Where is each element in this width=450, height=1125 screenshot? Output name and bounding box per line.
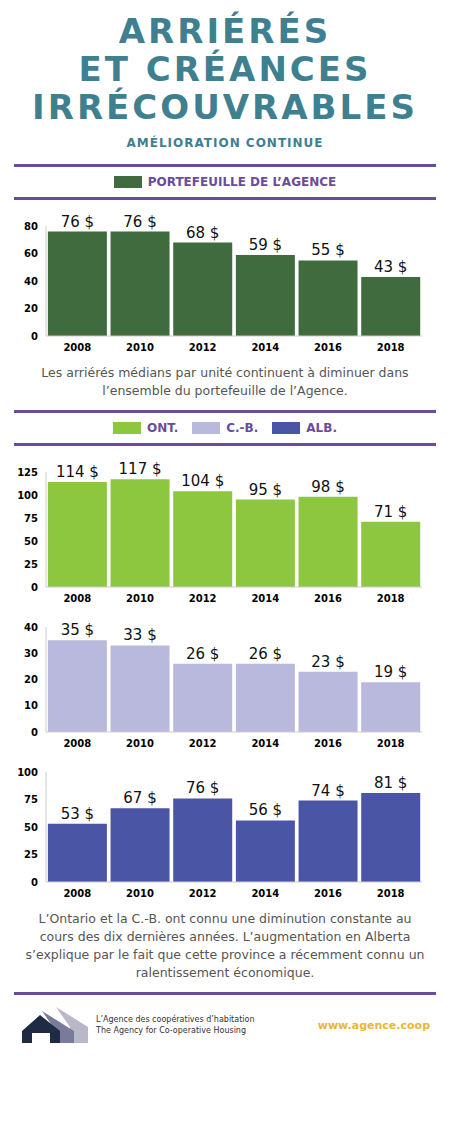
svg-text:2014: 2014 <box>251 342 279 353</box>
svg-text:20: 20 <box>24 303 38 314</box>
svg-text:0: 0 <box>31 582 38 593</box>
svg-text:50: 50 <box>24 536 38 547</box>
svg-text:76 $: 76 $ <box>61 213 94 231</box>
svg-text:43 $: 43 $ <box>374 258 407 276</box>
svg-text:68 $: 68 $ <box>186 224 219 242</box>
svg-text:56 $: 56 $ <box>249 801 282 819</box>
svg-text:55 $: 55 $ <box>311 241 344 259</box>
svg-text:50: 50 <box>24 822 38 833</box>
svg-text:2018: 2018 <box>377 593 405 604</box>
svg-text:30: 30 <box>24 648 38 659</box>
svg-text:2012: 2012 <box>189 738 217 749</box>
svg-text:114 $: 114 $ <box>56 463 99 481</box>
html-text:IRRÉCOUVRABLES: IRRÉCOUVRABLES <box>32 87 418 127</box>
svg-text:35 $: 35 $ <box>61 621 94 639</box>
svg-text:2016: 2016 <box>314 342 342 353</box>
svg-text:53 $: 53 $ <box>61 805 94 823</box>
svg-text:125: 125 <box>17 467 38 478</box>
svg-text:59 $: 59 $ <box>249 236 282 254</box>
html-text:PORTEFEUILLE DE L’AGENCE: PORTEFEUILLE DE L’AGENCE <box>147 175 337 189</box>
svg-text:19 $: 19 $ <box>374 663 407 681</box>
svg-text:0: 0 <box>31 727 38 738</box>
svg-text:2012: 2012 <box>189 593 217 604</box>
svg-text:75: 75 <box>24 794 38 805</box>
svg-text:2018: 2018 <box>377 342 405 353</box>
svg-text:100: 100 <box>17 767 38 778</box>
svg-text:2008: 2008 <box>63 342 91 353</box>
svg-text:67 $: 67 $ <box>123 789 156 807</box>
svg-text:74 $: 74 $ <box>311 782 344 800</box>
svg-text:10: 10 <box>24 700 38 711</box>
svg-text:2010: 2010 <box>126 342 154 353</box>
html-text:Les arriérés médians par unité: Les arriérés médians par unité continuen… <box>41 365 409 398</box>
svg-text:100: 100 <box>17 490 38 501</box>
svg-text:75: 75 <box>24 513 38 524</box>
svg-text:2014: 2014 <box>251 593 279 604</box>
html-text:www.agence.coop: www.agence.coop <box>317 1018 430 1032</box>
svg-text:40: 40 <box>24 622 38 633</box>
svg-text:2010: 2010 <box>126 738 154 749</box>
svg-text:2010: 2010 <box>126 593 154 604</box>
svg-text:104 $: 104 $ <box>181 472 224 490</box>
svg-text:76 $: 76 $ <box>123 213 156 231</box>
svg-text:2016: 2016 <box>314 593 342 604</box>
svg-text:2016: 2016 <box>314 888 342 899</box>
svg-text:76 $: 76 $ <box>186 779 219 797</box>
svg-text:2010: 2010 <box>126 888 154 899</box>
svg-text:2014: 2014 <box>251 888 279 899</box>
svg-text:33 $: 33 $ <box>123 626 156 644</box>
svg-text:20: 20 <box>24 674 38 685</box>
svg-text:25: 25 <box>24 559 38 570</box>
html-text:ALB.: ALB. <box>306 421 337 435</box>
svg-text:2014: 2014 <box>251 738 279 749</box>
html-text:The Agency for Co-operative Ho: The Agency for Co-operative Housing <box>96 1026 246 1035</box>
svg-text:95 $: 95 $ <box>249 481 282 499</box>
svg-text:40: 40 <box>24 276 38 287</box>
html-text:AMÉLIORATION CONTINUE: AMÉLIORATION CONTINUE <box>126 136 324 150</box>
html-text:ET CRÉANCES: ET CRÉANCES <box>78 49 372 89</box>
svg-text:2008: 2008 <box>63 738 91 749</box>
svg-text:2016: 2016 <box>314 738 342 749</box>
svg-text:2018: 2018 <box>377 888 405 899</box>
svg-text:60: 60 <box>24 248 38 259</box>
svg-text:117 $: 117 $ <box>119 460 162 478</box>
svg-text:2018: 2018 <box>377 738 405 749</box>
svg-text:98 $: 98 $ <box>311 478 344 496</box>
svg-text:2012: 2012 <box>189 342 217 353</box>
svg-text:2012: 2012 <box>189 888 217 899</box>
svg-text:23 $: 23 $ <box>311 653 344 671</box>
svg-text:0: 0 <box>31 877 38 888</box>
svg-text:2008: 2008 <box>63 593 91 604</box>
html-text:L’Ontario et la C.-B. ont conn: L’Ontario et la C.-B. ont connu une dimi… <box>25 911 425 980</box>
svg-text:71 $: 71 $ <box>374 503 407 521</box>
html-text:ONT.: ONT. <box>147 421 179 435</box>
svg-text:0: 0 <box>31 331 38 342</box>
svg-text:81 $: 81 $ <box>374 774 407 792</box>
svg-text:25: 25 <box>24 849 38 860</box>
svg-text:2008: 2008 <box>63 888 91 899</box>
html-text:L’Agence des coopératives d’ha: L’Agence des coopératives d’habitation <box>96 1015 255 1024</box>
html-text:C.-B.: C.-B. <box>226 421 259 435</box>
svg-text:80: 80 <box>24 221 38 232</box>
svg-text:26 $: 26 $ <box>186 645 219 663</box>
svg-text:26 $: 26 $ <box>249 645 282 663</box>
html-text:ARRIÉRÉS: ARRIÉRÉS <box>118 11 332 51</box>
